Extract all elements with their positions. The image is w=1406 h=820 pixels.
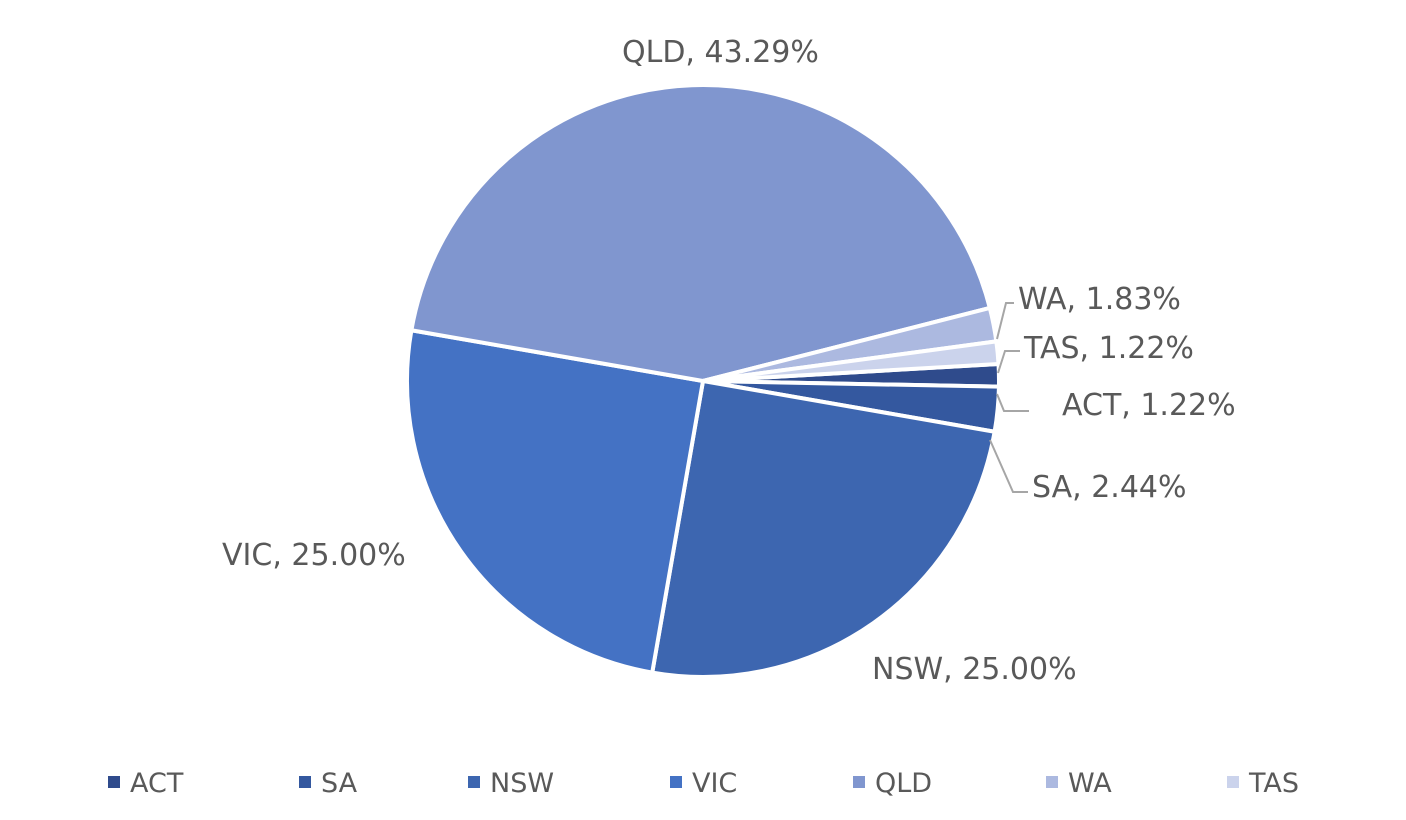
slice-label-qld: QLD, 43.29% bbox=[622, 35, 819, 70]
legend-item-vic: VIC bbox=[670, 768, 737, 799]
slice-label-sa: SA, 2.44% bbox=[1032, 470, 1187, 505]
pie-slice-nsw bbox=[650, 379, 997, 679]
slice-label-wa: WA, 1.83% bbox=[1018, 282, 1181, 317]
legend-item-nsw: NSW bbox=[468, 768, 554, 799]
slice-label-vic: VIC, 25.00% bbox=[222, 538, 406, 573]
legend-item-tas: TAS bbox=[1227, 768, 1299, 799]
legend-label-tas: TAS bbox=[1248, 768, 1299, 799]
pie-slice-tas bbox=[701, 339, 1001, 383]
legend-swatch-qld bbox=[853, 776, 865, 788]
legend-label-wa: WA bbox=[1068, 768, 1112, 799]
slice-label-tas: TAS, 1.22% bbox=[1023, 331, 1194, 366]
legend-label-nsw: NSW bbox=[490, 768, 554, 799]
legend-swatch-vic bbox=[670, 776, 682, 788]
legend-label-vic: VIC bbox=[692, 768, 737, 799]
leader-line-act bbox=[996, 393, 1029, 412]
slice-label-act: ACT, 1.22% bbox=[1062, 388, 1236, 423]
leader-line-tas bbox=[997, 350, 1020, 374]
legend: ACT SA NSW VIC QLD WA TAS bbox=[108, 768, 1299, 799]
legend-label-sa: SA bbox=[321, 768, 358, 799]
pie-slice-vic bbox=[405, 328, 705, 675]
legend-swatch-tas bbox=[1227, 776, 1239, 788]
slice-label-nsw: NSW, 25.00% bbox=[872, 652, 1077, 687]
leader-lines bbox=[989, 302, 1029, 493]
legend-swatch-sa bbox=[299, 776, 311, 788]
legend-swatch-wa bbox=[1046, 776, 1058, 788]
pie-slices bbox=[405, 83, 1002, 679]
legend-label-qld: QLD bbox=[875, 768, 932, 799]
legend-swatch-nsw bbox=[468, 776, 480, 788]
legend-swatch-act bbox=[108, 776, 120, 788]
leader-line-sa bbox=[989, 439, 1028, 493]
leader-line-wa bbox=[996, 302, 1014, 340]
legend-item-sa: SA bbox=[299, 768, 358, 799]
legend-item-act: ACT bbox=[108, 768, 184, 799]
legend-label-act: ACT bbox=[130, 768, 184, 799]
pie-slice-qld bbox=[409, 83, 992, 383]
legend-item-wa: WA bbox=[1046, 768, 1112, 799]
slice-labels: ACT, 1.22% SA, 2.44% NSW, 25.00% VIC, 25.00… bbox=[222, 35, 1236, 687]
legend-item-qld: QLD bbox=[853, 768, 932, 799]
